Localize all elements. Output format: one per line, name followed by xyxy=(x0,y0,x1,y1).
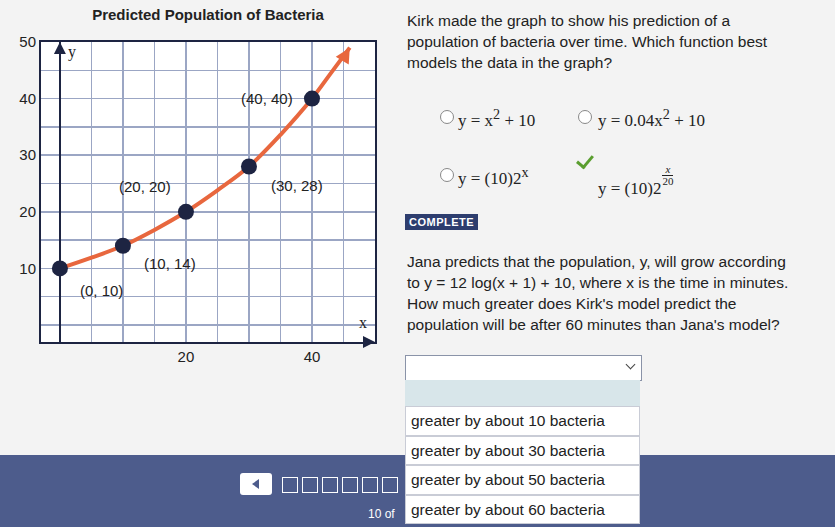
svg-text:y: y xyxy=(68,43,76,61)
svg-text:(20, 20): (20, 20) xyxy=(119,178,171,195)
html-text:y = 0.04x2+ 10: y = 0.04x2+ 10 xyxy=(598,106,705,130)
svg-text:(30, 28): (30, 28) xyxy=(271,177,323,194)
html-text:COMPLETE: COMPLETE xyxy=(409,216,475,228)
html-text:Jana predicts that the populat: Jana predicts that the population, y, wi… xyxy=(407,253,789,333)
svg-text:x: x xyxy=(359,314,367,331)
html-text:y = x2+ 10: y = x2+ 10 xyxy=(458,106,536,130)
html-text:greater by about 60 bacteria: greater by about 60 bacteria xyxy=(411,500,605,518)
html-text:Kirk made the graph to show hi: Kirk made the graph to show his predicti… xyxy=(407,12,768,71)
html-text:y = (10)2x: y = (10)2x xyxy=(458,164,529,188)
svg-text:20: 20 xyxy=(178,348,195,365)
html-text:greater by about 10 bacteria: greater by about 10 bacteria xyxy=(411,412,605,429)
svg-text:30: 30 xyxy=(19,146,36,163)
svg-text:10: 10 xyxy=(19,260,36,277)
html-text:20: 20 xyxy=(662,175,674,187)
svg-text:40: 40 xyxy=(304,348,321,365)
svg-text:40: 40 xyxy=(19,90,36,107)
html-text:y = (10)2: y = (10)2 xyxy=(598,179,662,198)
html-text:greater by about 50 bacteria: greater by about 50 bacteria xyxy=(411,471,605,488)
svg-text:(40, 40): (40, 40) xyxy=(241,90,293,107)
svg-text:Predicted Population of Bacter: Predicted Population of Bacteria xyxy=(92,6,324,23)
html-text:10 of: 10 of xyxy=(368,507,395,521)
svg-text:(10, 14): (10, 14) xyxy=(144,255,196,272)
svg-text:50: 50 xyxy=(19,33,36,50)
svg-text:(0, 10): (0, 10) xyxy=(80,282,123,299)
html-text:x: x xyxy=(665,163,671,175)
html-text:greater by about 30 bacteria: greater by about 30 bacteria xyxy=(411,441,605,459)
svg-text:20: 20 xyxy=(19,203,36,220)
